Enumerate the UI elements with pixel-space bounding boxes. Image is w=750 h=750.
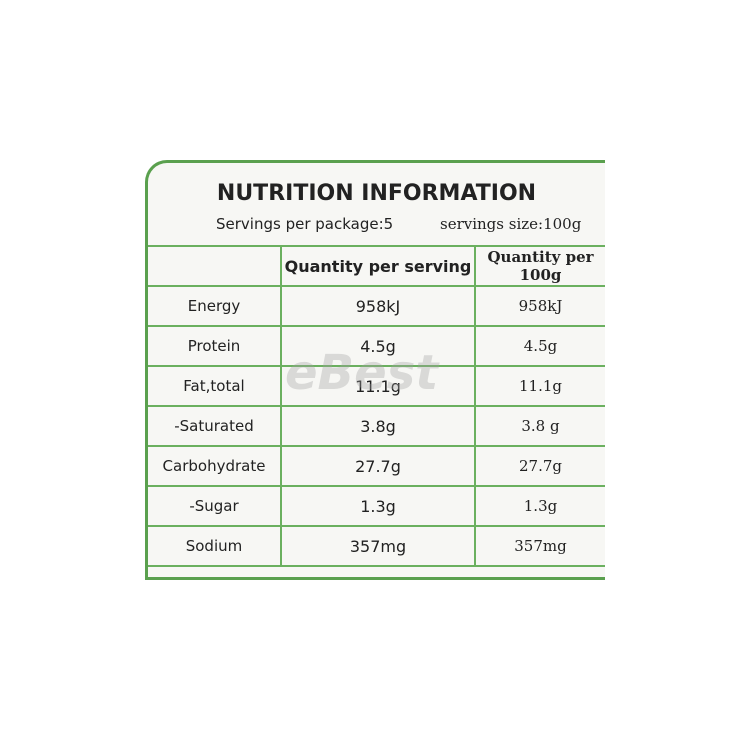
servings-per-package: Servings per package:5 <box>216 215 394 233</box>
table-row: Fat,total 11.1g 11.1g <box>148 365 605 407</box>
nutrient-value: 1.3g <box>474 485 605 527</box>
nutrient-value: 3.8 g <box>474 405 605 447</box>
nutrient-value: 357mg <box>474 525 605 567</box>
nutrient-value: 4.5g <box>280 325 476 367</box>
nutrient-value: 958kJ <box>280 285 476 327</box>
header-row: Quantity per serving Quantity per 100g <box>148 245 605 287</box>
nutrient-value: 1.3g <box>280 485 476 527</box>
nutrient-name: -Saturated <box>148 405 282 447</box>
table-row: Sodium 357mg 357mg <box>148 525 605 567</box>
nutrient-name: Protein <box>148 325 282 367</box>
nutrient-name: Carbohydrate <box>148 445 282 487</box>
watermark: eBest <box>285 345 439 401</box>
nutrient-value: 3.8g <box>280 405 476 447</box>
nutrient-value: 11.1g <box>474 365 605 407</box>
column-header: Quantity per 100g <box>474 245 605 287</box>
nutrition-label: NUTRITION INFORMATION Servings per packa… <box>145 160 605 580</box>
table-row: Energy 958kJ 958kJ <box>148 285 605 327</box>
nutrient-value: 27.7g <box>280 445 476 487</box>
nutrient-value: 27.7g <box>474 445 605 487</box>
table-row: Protein 4.5g 4.5g <box>148 325 605 367</box>
title: NUTRITION INFORMATION <box>216 181 537 206</box>
nutrient-value: 4.5g <box>474 325 605 367</box>
nutrient-value: 11.1g <box>280 365 476 407</box>
nutrient-name: Energy <box>148 285 282 327</box>
nutrient-name: Fat,total <box>148 365 282 407</box>
table-row: Carbohydrate 27.7g 27.7g <box>148 445 605 487</box>
table-row: -Saturated 3.8g 3.8 g <box>148 405 605 447</box>
nutrient-name: -Sugar <box>148 485 282 527</box>
column-header: Quantity per serving <box>280 245 476 287</box>
empty-cell <box>148 245 282 287</box>
nutrition-table: Quantity per serving Quantity per 100g Ene… <box>148 245 605 567</box>
nutrient-value: 958kJ <box>474 285 605 327</box>
table-row: -Sugar 1.3g 1.3g <box>148 485 605 527</box>
serving-size: servings size:100g <box>440 215 582 233</box>
nutrient-name: Sodium <box>148 525 282 567</box>
nutrient-value: 357mg <box>280 525 476 567</box>
